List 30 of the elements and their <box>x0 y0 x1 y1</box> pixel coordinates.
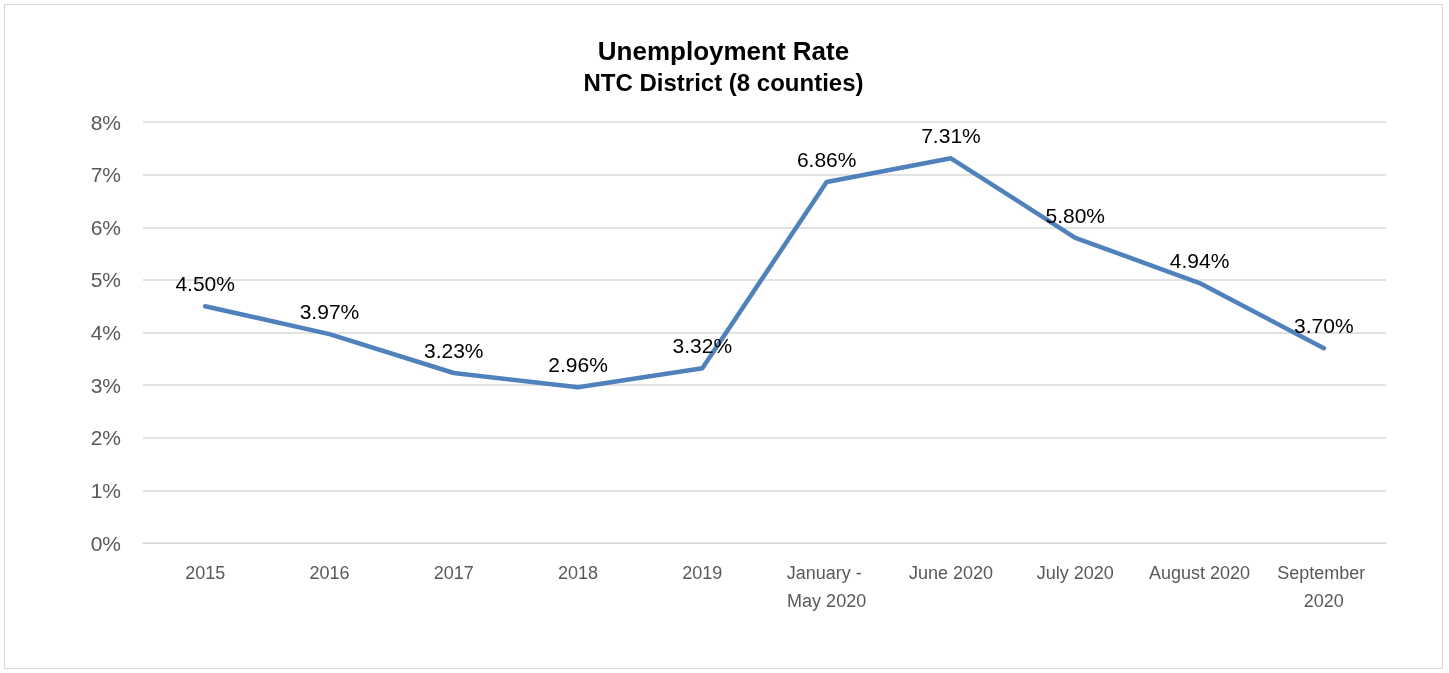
x-tick-label: 2018 <box>558 563 599 583</box>
y-tick-label: 1% <box>90 478 121 502</box>
data-label: 5.80% <box>1045 203 1106 227</box>
chart-subtitle: NTC District (8 counties) <box>583 68 864 96</box>
y-tick-label: 0% <box>90 531 121 555</box>
chart-title: Unemployment Rate <box>597 36 850 66</box>
x-tick-label: 2016 <box>309 563 350 583</box>
data-label: 2.96% <box>548 353 608 377</box>
y-tick-label: 5% <box>90 268 121 292</box>
y-tick-label: 3% <box>90 373 121 397</box>
y-tick-label: 6% <box>90 215 121 239</box>
y-tick-label: 7% <box>90 163 121 187</box>
data-label: 4.94% <box>1169 249 1230 273</box>
x-tick-label: 2019 <box>682 563 723 583</box>
data-label: 3.97% <box>299 300 360 324</box>
x-tick-label: June 2020 <box>908 563 993 583</box>
y-tick-label: 4% <box>90 321 121 344</box>
y-tick-label: 2% <box>90 426 121 450</box>
data-label: 3.70% <box>1294 314 1354 338</box>
x-tick-label: 2017 <box>433 563 474 583</box>
x-tick-label: July 2020 <box>1036 563 1114 583</box>
x-tick-label: August 2020 <box>1149 563 1251 583</box>
x-tick-label: January - May 2020 <box>786 563 867 611</box>
x-tick-label: 2015 <box>185 563 226 583</box>
data-label: 7.31% <box>921 124 981 148</box>
data-label: 6.86% <box>796 147 857 171</box>
y-tick-label: 8% <box>90 110 121 134</box>
data-label: 3.23% <box>423 339 484 363</box>
x-tick-label: September 2020 <box>1277 563 1371 611</box>
data-label: 4.50% <box>175 272 235 296</box>
